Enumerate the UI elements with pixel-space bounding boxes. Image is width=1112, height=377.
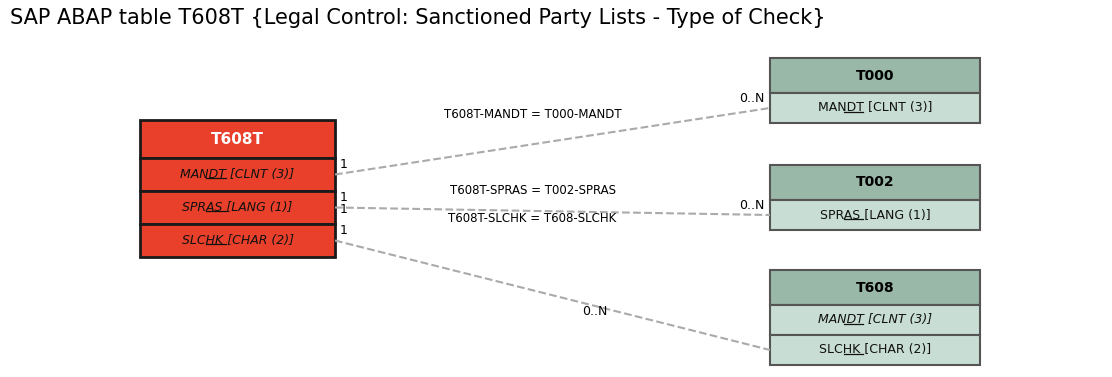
Text: 0..N: 0..N [583,305,608,318]
FancyBboxPatch shape [770,200,980,230]
Text: 1: 1 [340,191,348,204]
Text: SAP ABAP table T608T {Legal Control: Sanctioned Party Lists - Type of Check}: SAP ABAP table T608T {Legal Control: San… [10,8,825,28]
FancyBboxPatch shape [140,191,335,224]
FancyBboxPatch shape [770,93,980,123]
Text: T608T: T608T [211,132,264,147]
Text: T608T-SPRAS = T002-SPRAS: T608T-SPRAS = T002-SPRAS [449,184,616,198]
FancyBboxPatch shape [770,270,980,305]
Text: MANDT [CLNT (3)]: MANDT [CLNT (3)] [817,101,932,115]
Text: T000: T000 [856,69,894,83]
FancyBboxPatch shape [140,224,335,257]
Text: 0..N: 0..N [739,92,765,105]
Text: 0..N: 0..N [739,199,765,212]
Text: SPRAS [LANG (1)]: SPRAS [LANG (1)] [182,201,292,214]
Text: 1: 1 [340,158,348,172]
FancyBboxPatch shape [140,120,335,158]
FancyBboxPatch shape [770,58,980,93]
Text: T002: T002 [856,176,894,190]
Text: SLCHK [CHAR (2)]: SLCHK [CHAR (2)] [181,234,294,247]
FancyBboxPatch shape [770,305,980,335]
Text: T608T-SLCHK = T608-SLCHK: T608T-SLCHK = T608-SLCHK [448,213,617,225]
Text: T608: T608 [856,280,894,294]
Text: MANDT [CLNT (3)]: MANDT [CLNT (3)] [818,314,932,326]
FancyBboxPatch shape [770,335,980,365]
Text: T608T-MANDT = T000-MANDT: T608T-MANDT = T000-MANDT [444,108,622,121]
FancyBboxPatch shape [140,158,335,191]
FancyBboxPatch shape [770,165,980,200]
Text: MANDT [CLNT (3)]: MANDT [CLNT (3)] [180,168,295,181]
Text: SPRAS [LANG (1)]: SPRAS [LANG (1)] [820,208,931,222]
Text: SLCHK [CHAR (2)]: SLCHK [CHAR (2)] [818,343,931,357]
Text: 1: 1 [340,203,348,216]
Text: 1: 1 [340,224,348,237]
